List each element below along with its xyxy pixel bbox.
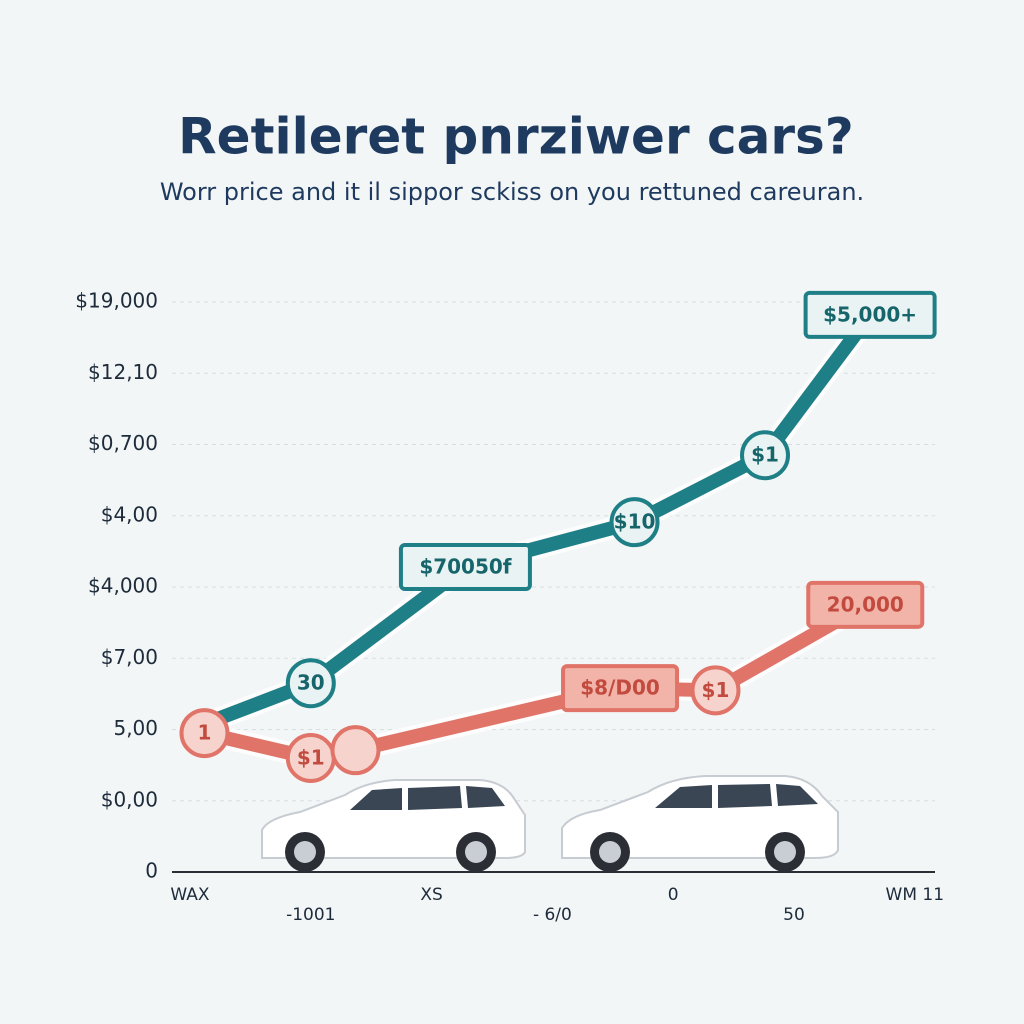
- y-tick-label: $0,700: [88, 431, 158, 455]
- x-tick-label: WM 11: [886, 885, 945, 905]
- point-label: 1: [198, 721, 212, 745]
- cars: [261, 775, 839, 872]
- car-illustration: [261, 779, 526, 872]
- y-tick-label: $12,10: [88, 360, 158, 384]
- point-label: $1: [702, 678, 730, 702]
- y-tick-label: $4,000: [88, 574, 158, 598]
- point-marker: [398, 543, 532, 592]
- point-marker: [690, 665, 741, 716]
- chart-title: Retileret pnrziwer cars?: [178, 108, 854, 166]
- y-tick-label: 5,00: [113, 716, 158, 740]
- point-marker: [330, 725, 381, 776]
- y-tick-label: $0,00: [101, 787, 158, 811]
- point-marker: [609, 497, 660, 548]
- x-tick-label: - 6/0: [533, 905, 572, 925]
- point-marker: [561, 664, 680, 713]
- point-label: $8/D00: [580, 676, 660, 700]
- plot-area: 30 $70050f $10 $1 $5,000+ 1 $1 $8/D00 $1 20,000: [179, 290, 937, 783]
- y-tick-label: 0: [145, 859, 158, 883]
- point-marker: [806, 580, 925, 629]
- point-label: $1: [751, 443, 779, 467]
- y-tick-label: $19,000: [75, 289, 158, 313]
- point-label: $5,000+: [823, 302, 917, 326]
- car-illustration: [561, 775, 839, 872]
- point-marker: [803, 290, 937, 339]
- point-label: $70050f: [419, 555, 511, 579]
- x-tick-label: WAX: [170, 885, 210, 905]
- y-tick-label: $4,00: [101, 502, 158, 526]
- point-marker: [740, 430, 791, 481]
- point-label: 30: [297, 671, 325, 695]
- point-marker: [285, 658, 336, 709]
- x-tick-label: -1001: [286, 905, 335, 925]
- point-label: $10: [614, 510, 656, 534]
- x-tick-label: 0: [668, 885, 679, 905]
- point-marker: [179, 708, 230, 759]
- y-tick-label: $7,00: [101, 645, 158, 669]
- x-tick-label: 50: [783, 905, 805, 925]
- chart-subtitle: Worr price and it il sippor sckiss on yo…: [160, 178, 864, 206]
- point-label: 20,000: [827, 592, 904, 616]
- x-tick-label: XS: [420, 885, 442, 905]
- point-label: $1: [297, 746, 325, 770]
- grid: 0 $0,00 5,00 $7,00 $4,000 $4,00 $0,700 $12,10 $1…: [75, 289, 944, 926]
